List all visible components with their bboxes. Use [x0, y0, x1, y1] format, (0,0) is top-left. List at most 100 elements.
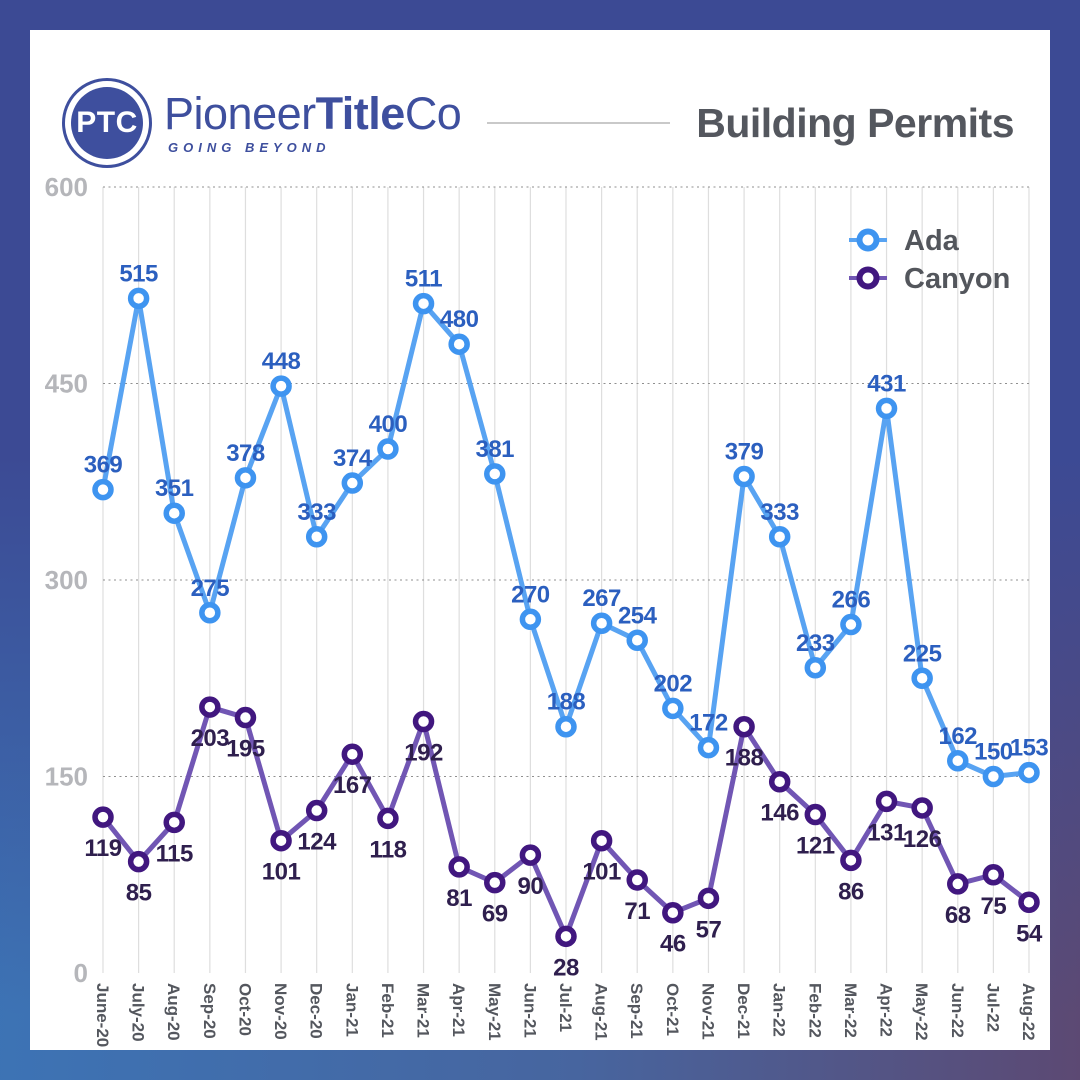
data-point-marker-ada [92, 478, 114, 501]
x-tick-label: Mar-22 [841, 983, 860, 1038]
x-tick-label: Jan-21 [342, 983, 361, 1037]
data-point-label-canyon: 71 [624, 898, 650, 925]
horizontal-gridlines [103, 186, 1029, 777]
data-point-label-ada: 369 [84, 452, 123, 479]
x-tick-label: Mar-21 [414, 983, 433, 1038]
data-point-marker-canyon [484, 871, 506, 894]
data-point-marker-canyon [697, 887, 720, 910]
x-tick-label: July-20 [129, 983, 148, 1042]
data-point-label-ada: 511 [405, 266, 442, 293]
data-point-label-ada: 225 [903, 640, 942, 667]
data-point-label-ada: 448 [262, 348, 301, 375]
data-point-label-canyon: 86 [838, 878, 864, 905]
y-axis-labels: 0 150 300 450 600 [45, 172, 88, 988]
x-tick-label: Jun-21 [520, 983, 539, 1038]
data-point-label-ada: 400 [369, 411, 408, 438]
data-point-label-canyon: 126 [903, 826, 942, 853]
legend-item-canyon: Canyon [849, 263, 1010, 295]
data-point-label-ada: 351 [155, 475, 194, 502]
data-point-marker-canyon [127, 850, 150, 873]
x-tick-label: May-22 [912, 983, 931, 1041]
data-point-label-ada: 267 [582, 585, 621, 612]
data-point-label-canyon: 131 [867, 819, 906, 846]
data-point-label-ada: 266 [832, 587, 871, 614]
company-name-regular: Pioneer [164, 88, 316, 139]
data-point-marker-canyon [590, 829, 613, 852]
data-point-label-canyon: 28 [553, 954, 579, 981]
data-point-marker-canyon [234, 706, 257, 729]
data-point-marker-ada [590, 612, 613, 634]
data-point-label-canyon: 46 [660, 931, 686, 958]
series-ada: 369 515 351 275 378 448 333 374 400 511 480 381 270 1… [84, 260, 1049, 788]
x-tick-label: Feb-21 [378, 983, 397, 1038]
permits-chart: 0 150 300 450 600 June-20 July-20 Aug-20 Sep-20 O… [45, 172, 1049, 1047]
data-point-marker-ada [484, 463, 506, 485]
data-point-marker-ada [1018, 761, 1040, 784]
data-point-marker-ada [234, 467, 257, 489]
data-point-marker-ada [163, 502, 185, 524]
data-point-label-ada: 162 [938, 723, 977, 750]
data-point-label-canyon: 68 [945, 902, 971, 929]
data-point-label-canyon: 121 [796, 832, 835, 859]
data-point-marker-canyon [911, 797, 933, 819]
data-point-marker-ada [947, 750, 969, 772]
data-point-marker-canyon [982, 864, 1005, 886]
x-tick-label: Apr-21 [449, 983, 468, 1037]
data-point-marker-ada [733, 465, 755, 488]
x-tick-label: Oct-20 [235, 983, 254, 1036]
data-point-marker-canyon [199, 696, 221, 718]
data-point-label-ada: 254 [618, 602, 658, 629]
ptc-monogram: PTC [71, 87, 143, 159]
data-point-marker-ada [199, 602, 221, 624]
data-point-label-ada: 515 [119, 260, 158, 287]
x-tick-label: Jul-21 [556, 983, 575, 1032]
x-axis-labels: June-20 July-20 Aug-20 Sep-20 Oct-20 Nov-20 De… [93, 983, 1038, 1047]
data-point-label-canyon: 54 [1016, 920, 1043, 947]
data-point-marker-ada [662, 697, 684, 720]
x-tick-label: Aug-21 [592, 983, 611, 1041]
data-point-label-canyon: 81 [446, 885, 472, 912]
company-tagline: GOING BEYOND [168, 140, 331, 155]
data-point-marker-ada [697, 736, 720, 759]
data-point-marker-canyon [662, 901, 684, 924]
data-point-marker-canyon [768, 770, 791, 793]
data-point-marker-canyon [163, 811, 185, 834]
y-tick-label: 600 [45, 172, 88, 202]
x-tick-label: Nov-20 [271, 983, 290, 1040]
data-point-marker-canyon [626, 869, 648, 891]
data-point-label-ada: 172 [689, 710, 728, 737]
data-point-marker-canyon [947, 873, 969, 895]
data-point-marker-ada [412, 292, 435, 315]
x-tick-label: Dec-20 [307, 983, 326, 1039]
data-point-label-ada: 202 [654, 670, 693, 697]
data-point-label-canyon: 90 [518, 873, 544, 900]
data-point-marker-ada [875, 397, 898, 420]
data-point-marker-ada [127, 287, 150, 310]
data-point-marker-canyon [733, 715, 755, 738]
x-tick-label: Apr-22 [877, 983, 896, 1037]
data-point-label-canyon: 188 [725, 745, 764, 772]
x-tick-label: Jan-22 [770, 983, 789, 1037]
x-tick-label: Aug-20 [164, 983, 183, 1041]
x-tick-label: Sep-21 [627, 983, 646, 1039]
x-tick-label: Jul-22 [983, 983, 1002, 1032]
legend-label: Canyon [904, 263, 1010, 295]
data-point-label-canyon: 167 [333, 772, 372, 799]
x-tick-label: Feb-22 [805, 983, 824, 1038]
x-tick-label: Dec-21 [734, 983, 753, 1039]
data-point-marker-ada [519, 608, 542, 631]
x-tick-label: Aug-22 [1019, 983, 1038, 1041]
x-tick-label: June-20 [93, 983, 112, 1047]
data-point-marker-ada [448, 333, 470, 355]
data-point-marker-canyon [804, 803, 827, 826]
data-point-label-canyon: 146 [760, 800, 799, 827]
data-point-label-ada: 378 [226, 440, 265, 467]
data-point-label-canyon: 119 [84, 835, 121, 862]
data-point-marker-canyon [305, 799, 328, 822]
x-tick-label: Oct-21 [663, 983, 682, 1036]
data-point-label-ada: 188 [547, 689, 586, 716]
page-title: Building Permits [696, 99, 1014, 146]
data-point-label-ada: 333 [297, 499, 336, 526]
company-name: PioneerTitleCo [164, 88, 462, 139]
